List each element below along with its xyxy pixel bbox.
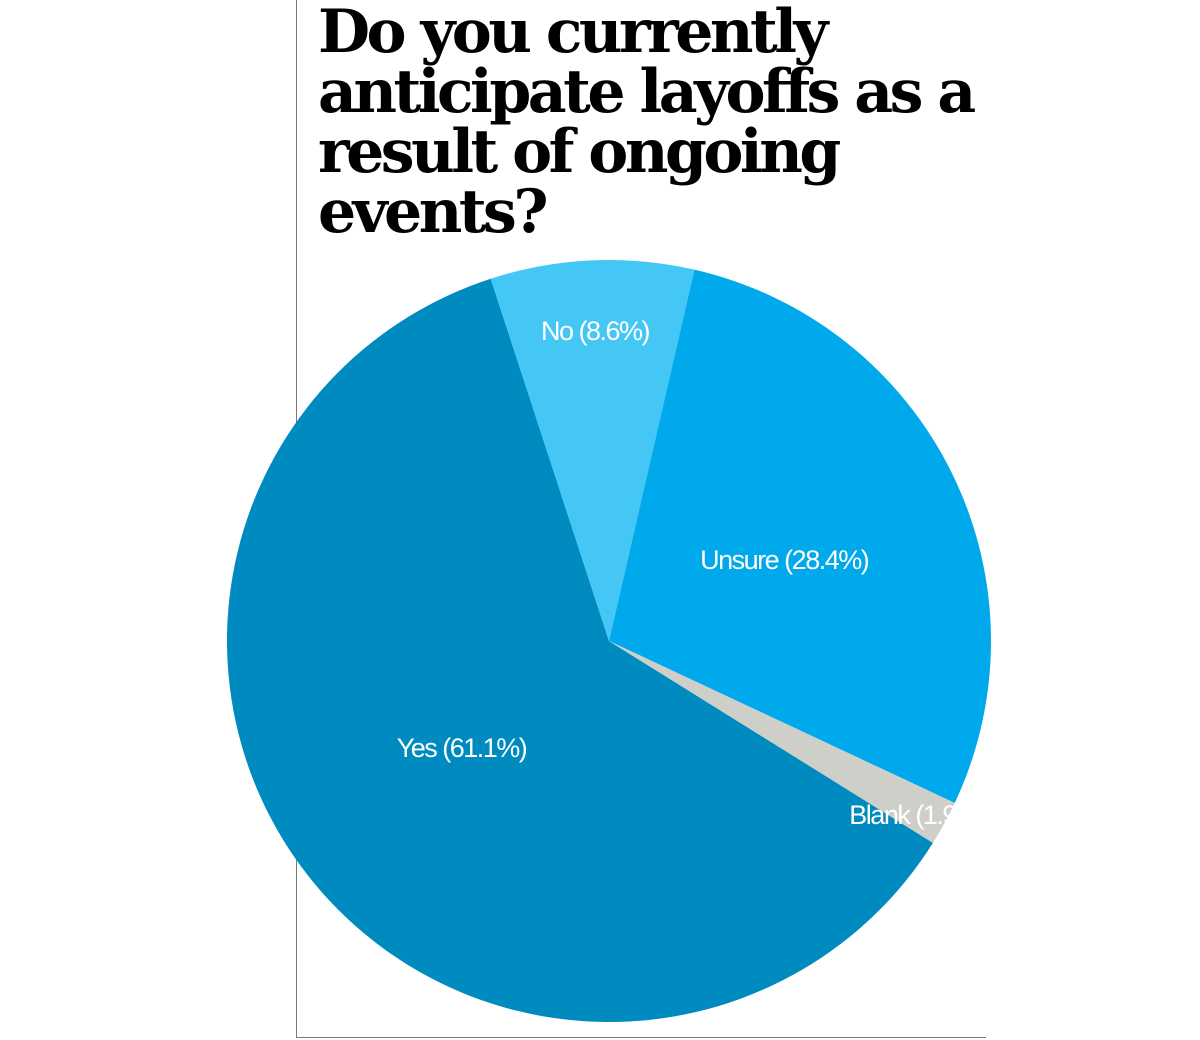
frame-bottom-rule bbox=[296, 1037, 986, 1038]
pie-label-unsure: Unsure (28.4%) bbox=[700, 545, 869, 575]
pie-slice-unsure bbox=[609, 269, 991, 803]
pie-label-blank: Blank (1.9%) bbox=[849, 800, 986, 830]
pie-label-yes: Yes (61.1%) bbox=[397, 733, 527, 763]
pie-slice-blank bbox=[609, 641, 955, 843]
chart-title: Do you currently anticipate layoffs as a… bbox=[318, 0, 976, 247]
pie-slice-no bbox=[490, 260, 695, 641]
pie-label-no: No (8.6%) bbox=[541, 316, 650, 346]
pie-slice-yes bbox=[226, 278, 933, 1023]
